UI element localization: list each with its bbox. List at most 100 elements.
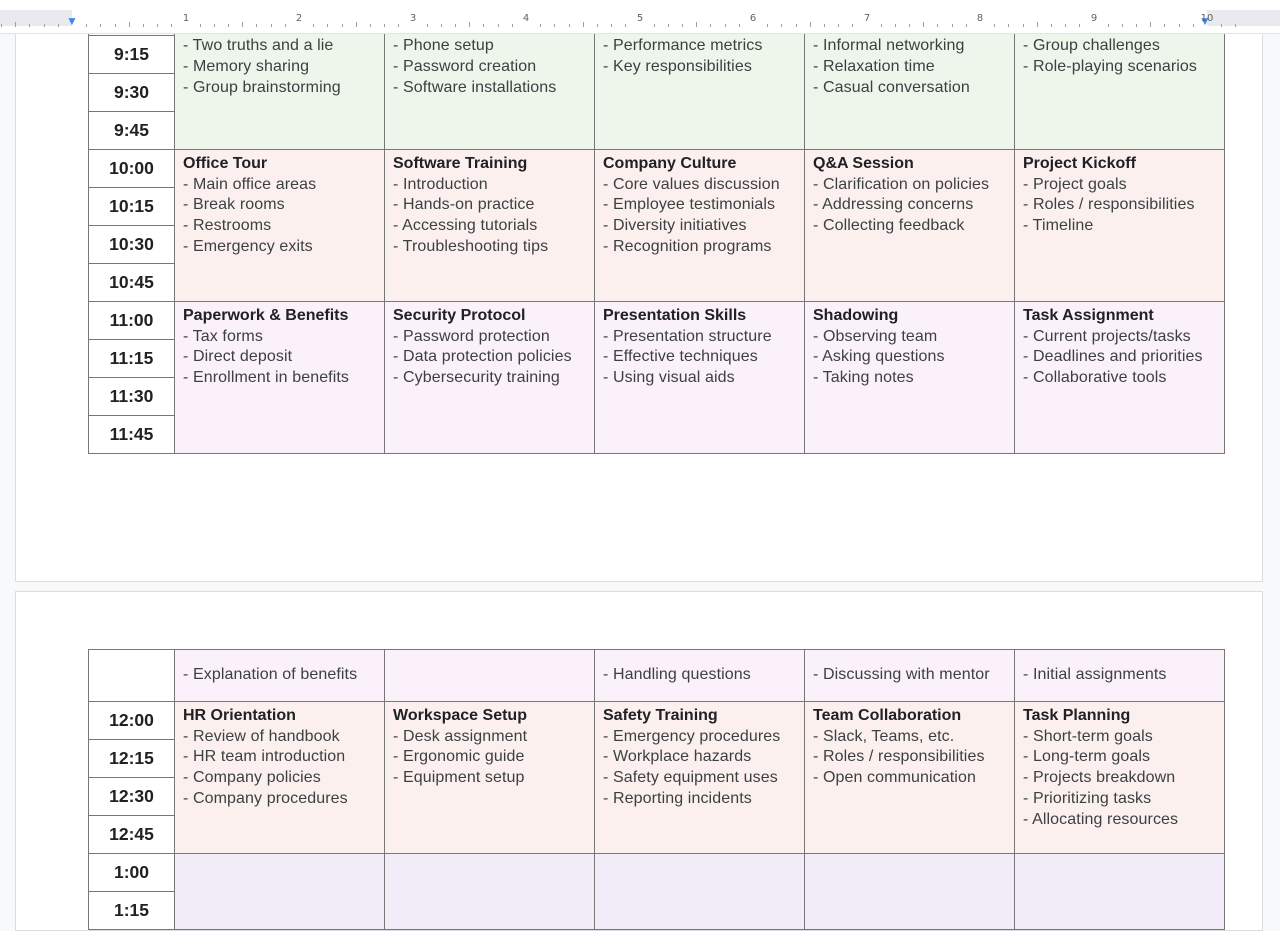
ruler-tick [342,24,343,27]
ruler-tick [895,24,896,27]
ruler-tick [597,24,598,27]
time-slot-empty [88,649,175,702]
time-slot: 11:30 [88,377,175,416]
activity-cell[interactable]: Software Training - Introduction - Hands-o… [384,149,595,302]
activity-title: Office Tour [183,155,268,172]
ruler-tick [58,24,59,27]
activity-title: Presentation Skills [603,307,747,324]
time-slot: 11:45 [88,415,175,454]
activity-item: - Hands-on practice [393,196,535,214]
ruler-tick [952,24,953,27]
ruler-tick [994,24,995,27]
activity-cell[interactable]: Safety Training - Emergency procedures - W… [594,701,805,854]
activity-cell[interactable]: Project Kickoff - Project goals - Roles / … [1014,149,1225,302]
activity-item: - Clarification on policies [813,175,990,193]
ruler-tick [583,22,584,27]
activity-cell[interactable]: HR Orientation - Review of handbook - HR t… [174,701,385,854]
activity-item: - Accessing tutorials [393,217,538,235]
activity-cell[interactable]: Workspace Setup - Desk assignment - Ergono… [384,701,595,854]
ruler-tick [838,24,839,27]
activity-item: - Current projects/tasks [1023,327,1191,345]
time-row: 12:30 [88,777,1225,816]
activity-title: Project Kickoff [1023,155,1136,172]
ruler-tick [725,24,726,27]
activity-cell[interactable] [804,853,1015,930]
activity-item: - Role-playing scenarios [1023,58,1198,76]
activity-cell[interactable] [594,853,805,930]
time-slot: 10:15 [88,187,175,226]
time-row: 10:45 [88,263,1225,302]
activity-cell[interactable]: Team Collaboration - Slack, Teams, etc. - … [804,701,1015,854]
ruler-tick [512,24,513,27]
activity-item: - Informal networking [813,37,965,55]
activity-item: - Main office areas [183,175,317,193]
ruler-tick [86,24,87,27]
ruler-tick [554,24,555,27]
activity-cell[interactable] [384,853,595,930]
ruler-tick [1079,24,1080,27]
activity-title: Software Training [393,155,528,172]
activity-cell[interactable]: Task Planning - Short-term goals - Long-te… [1014,701,1225,854]
activity-cell[interactable]: Office Tour - Main office areas - Break ro… [174,149,385,302]
ruler-tick [157,24,158,27]
time-row: 1:00 [88,853,1225,930]
activity-item: - Allocating resources [1023,810,1179,828]
activity-cell[interactable]: Company Culture - Core values discussion -… [594,149,805,302]
ruler-number: 4 [522,13,530,24]
activity-item: - Password protection [393,327,550,345]
ruler-tick [1065,24,1066,27]
time-slot: 12:45 [88,815,175,854]
activity-item: - Diversity initiatives [603,217,747,235]
activity-cell[interactable]: Task Assignment - Current projects/tasks -… [1014,301,1225,454]
activity-item: - Short-term goals [1023,727,1153,745]
activity-item: - Slack, Teams, etc. [813,727,955,745]
activity-item: - Direct deposit [183,348,293,366]
ruler-left-margin [0,10,72,26]
ruler-tick [44,24,45,27]
activity-item: - Core values discussion [603,175,780,193]
activity-item: - Software installations [393,78,557,96]
activity-cell[interactable]: Paperwork & Benefits - Tax forms - Direct … [174,301,385,454]
activity-cell[interactable]: Presentation Skills - Presentation struct… [594,301,805,454]
time-row: 9:30 [88,73,1225,112]
activity-cell[interactable]: Q&A Session - Clarification on policies - … [804,149,1015,302]
activity-item: - Discussing with mentor [813,666,990,684]
horizontal-ruler[interactable]: ▼ ▼ 1 2 3 4 5 6 7 8 9 10 [0,0,1280,34]
ruler-tick [384,24,385,27]
activity-cell-continued[interactable] [384,649,595,702]
activity-item: - Project goals [1023,175,1127,193]
ruler-tick [1150,22,1151,27]
time-row: 10:30 [88,225,1225,264]
ruler-tick [767,24,768,27]
activity-cell[interactable]: Shadowing - Observing team - Asking questi… [804,301,1015,454]
activity-cell-continued[interactable]: - Initial assignments [1014,649,1225,702]
ruler-tick [313,24,314,27]
right-indent-marker-icon[interactable]: ▼ [1199,14,1211,28]
ruler-tick [455,24,456,27]
activity-cell-continued[interactable]: - Discussing with mentor [804,649,1015,702]
time-slot: 11:15 [88,339,175,378]
activity-cell-continued[interactable]: - Handling questions [594,649,805,702]
activity-item: - Key responsibilities [603,58,752,76]
activity-item: - Collecting feedback [813,217,965,235]
activity-cell[interactable]: Security Protocol - Password protection - … [384,301,595,454]
ruler-tick [966,24,967,27]
activity-item: - Restrooms [183,217,272,235]
time-slot: 11:00 [88,301,175,340]
ruler-tick [427,24,428,27]
ruler-tick [1193,24,1194,27]
activity-cell[interactable] [1014,853,1225,930]
activity-item: - Addressing concerns [813,196,974,214]
document-page-1: 9:00Icebreaker Activity- Name game- Two … [15,0,1263,582]
ruler-tick [256,24,257,27]
activity-title: Workspace Setup [393,707,527,724]
left-indent-marker-icon[interactable]: ▼ [66,14,78,28]
activity-item: - Company procedures [183,789,348,807]
activity-cell-continued[interactable]: - Explanation of benefits [174,649,385,702]
ruler-tick [710,24,711,27]
time-slot: 9:30 [88,73,175,112]
activity-cell[interactable] [174,853,385,930]
activity-item: - Performance metrics [603,37,763,55]
activity-title: Q&A Session [813,155,914,172]
ruler-tick [1235,24,1236,27]
